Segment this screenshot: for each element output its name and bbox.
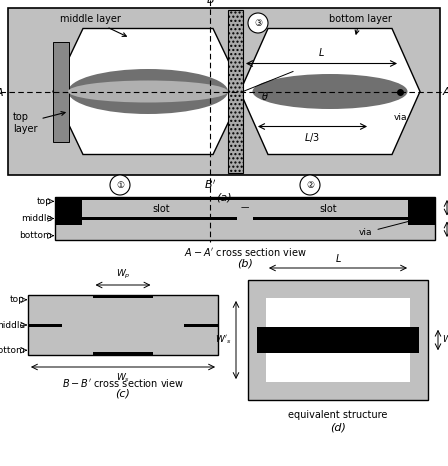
Text: (a): (a)	[216, 193, 232, 203]
Text: equivalent structure: equivalent structure	[289, 410, 388, 420]
Text: $A'$: $A'$	[442, 85, 448, 98]
Text: bottom: bottom	[0, 346, 25, 355]
Bar	[8, 8, 440, 175]
Text: $L/3$: $L/3$	[305, 130, 321, 144]
Text: ③: ③	[254, 19, 262, 27]
Ellipse shape	[253, 74, 408, 109]
Bar	[28, 295, 218, 355]
Text: (d): (d)	[330, 422, 346, 432]
Bar	[93, 295, 153, 298]
Polygon shape	[53, 28, 243, 155]
Text: $A$: $A$	[0, 85, 4, 97]
Text: bottom: bottom	[19, 231, 52, 240]
Bar	[53, 41, 69, 142]
Text: —: —	[241, 204, 249, 212]
Text: ①: ①	[116, 180, 124, 190]
Text: ②: ②	[306, 180, 314, 190]
Bar	[55, 197, 82, 225]
Bar	[266, 298, 410, 382]
Text: (c): (c)	[116, 389, 130, 399]
Bar	[237, 217, 253, 220]
Polygon shape	[240, 28, 420, 155]
Bar	[248, 280, 428, 400]
Bar	[82, 217, 409, 220]
Bar	[409, 197, 435, 225]
Bar	[55, 197, 435, 200]
Text: $W'_s$: $W'_s$	[215, 334, 232, 346]
Circle shape	[110, 175, 130, 195]
Text: middle: middle	[21, 214, 52, 223]
Text: via: via	[393, 114, 407, 123]
Bar	[93, 352, 153, 355]
Bar	[28, 323, 62, 327]
Text: top
layer: top layer	[13, 111, 65, 133]
Text: $W_p$: $W_p$	[116, 268, 130, 281]
Text: $B$: $B$	[206, 0, 215, 5]
Text: (b): (b)	[237, 258, 253, 268]
Text: $A-A'$ cross section view: $A-A'$ cross section view	[184, 246, 306, 258]
Ellipse shape	[68, 69, 228, 114]
Text: bottom layer: bottom layer	[328, 14, 392, 34]
Text: via: via	[359, 219, 416, 237]
Bar	[228, 10, 243, 173]
Text: $L$: $L$	[318, 47, 325, 59]
Text: slot: slot	[153, 204, 170, 213]
Text: slot: slot	[320, 204, 337, 213]
Text: $W'_p$: $W'_p$	[442, 334, 448, 347]
Ellipse shape	[68, 81, 228, 103]
Text: middle: middle	[0, 321, 25, 329]
Bar	[184, 323, 218, 327]
Bar	[55, 197, 435, 240]
Text: middle layer: middle layer	[60, 14, 126, 36]
Circle shape	[300, 175, 320, 195]
Bar	[257, 327, 419, 353]
Text: $B'$: $B'$	[204, 178, 216, 191]
Text: $B-B'$ cross section view: $B-B'$ cross section view	[62, 377, 184, 389]
Text: $L$: $L$	[335, 252, 341, 264]
Circle shape	[248, 13, 268, 33]
Text: top: top	[10, 295, 25, 304]
Text: top: top	[37, 197, 52, 206]
Text: $\theta$: $\theta$	[261, 90, 269, 103]
Text: $W_s$: $W_s$	[116, 371, 130, 384]
